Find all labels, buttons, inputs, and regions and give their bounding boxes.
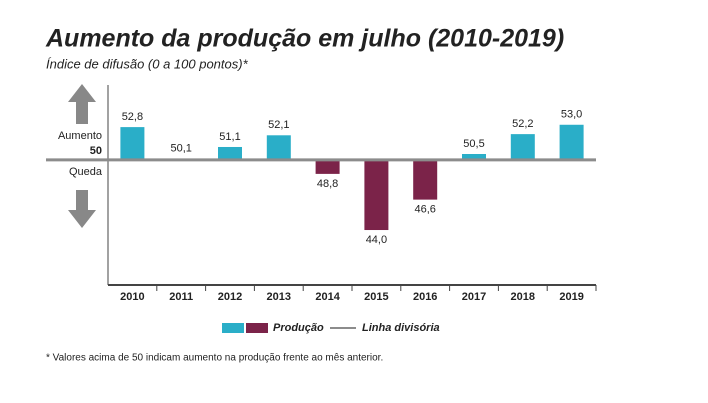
footnote: * Valores acima de 50 indicam aumento na… xyxy=(46,353,383,364)
chart-subtitle: Índice de difusão (0 a 100 pontos)* xyxy=(46,56,249,71)
value-label: 50,5 xyxy=(463,138,484,150)
bar xyxy=(364,159,389,231)
chart-title: Aumento da produção em julho (2010-2019) xyxy=(45,25,564,53)
x-tick-label: 2019 xyxy=(559,291,583,303)
x-tick-label: 2010 xyxy=(120,291,144,303)
bar xyxy=(218,146,242,160)
y-tick-label: 50 xyxy=(90,145,102,157)
value-label: 46,6 xyxy=(414,204,435,216)
x-tick-label: 2016 xyxy=(413,291,437,303)
below-label: Queda xyxy=(69,166,103,178)
value-label: 44,0 xyxy=(366,234,387,246)
x-tick-label: 2017 xyxy=(462,291,486,303)
above-label: Aumento xyxy=(58,130,102,142)
bar xyxy=(120,127,145,160)
legend-label: Linha divisória xyxy=(362,322,440,334)
value-label: 52,8 xyxy=(122,111,143,123)
down-arrow xyxy=(68,190,96,228)
value-label: 48,8 xyxy=(317,178,338,190)
x-tick-label: 2014 xyxy=(315,291,340,303)
x-tick-label: 2012 xyxy=(218,291,242,303)
value-label: 50,1 xyxy=(170,143,191,155)
legend-label: Produção xyxy=(273,322,324,334)
bar xyxy=(266,135,291,160)
bar xyxy=(315,159,340,174)
legend-swatch xyxy=(246,323,268,333)
value-label: 53,0 xyxy=(561,109,582,121)
bar xyxy=(510,134,535,160)
bar xyxy=(413,159,438,200)
bar xyxy=(462,154,486,160)
value-label: 52,2 xyxy=(512,118,533,130)
value-label: 51,1 xyxy=(219,131,240,143)
x-tick-label: 2011 xyxy=(169,291,193,303)
legend-swatch xyxy=(222,323,244,333)
up-arrow xyxy=(68,84,96,124)
x-tick-label: 2013 xyxy=(267,291,291,303)
bar xyxy=(559,124,584,160)
x-tick-label: 2018 xyxy=(511,291,535,303)
x-tick-label: 2015 xyxy=(364,291,388,303)
value-label: 52,1 xyxy=(268,119,289,131)
